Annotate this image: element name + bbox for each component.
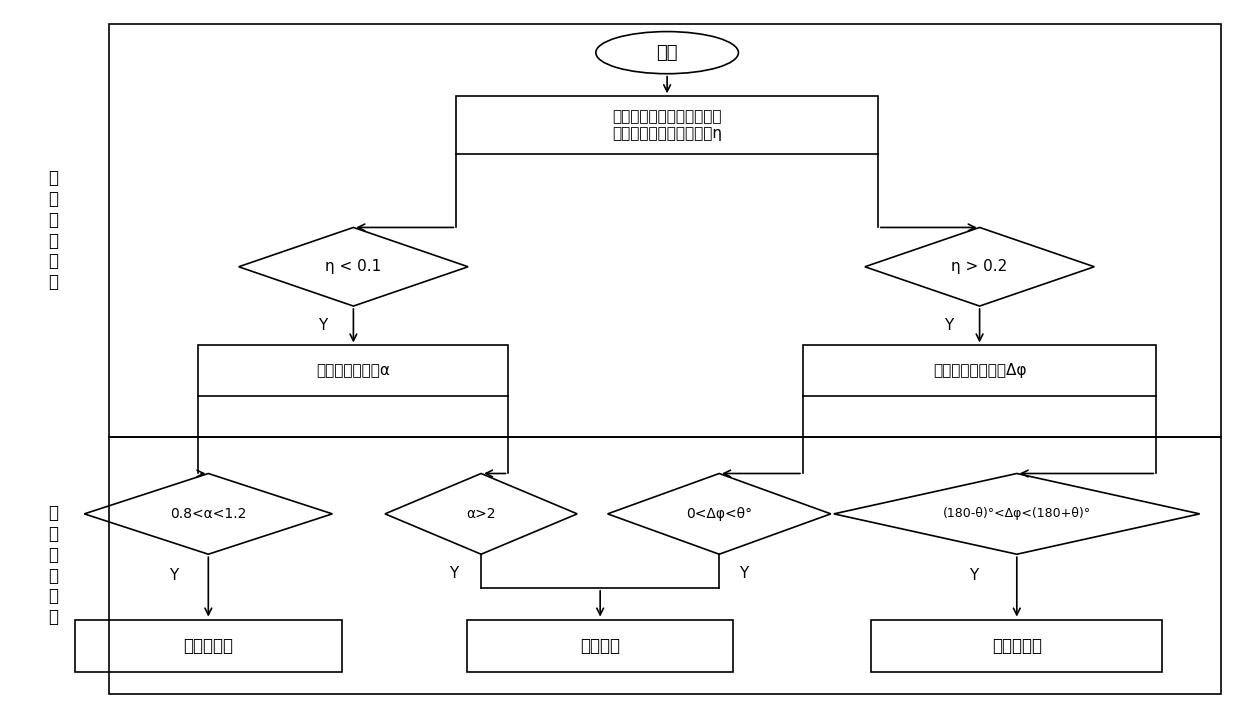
Text: 非对称故障，计算Δφ: 非对称故障，计算Δφ: [932, 363, 1027, 378]
Text: (180-θ)°<Δφ<(180+θ)°: (180-θ)°<Δφ<(180+θ)°: [942, 508, 1091, 520]
Text: Y: Y: [944, 318, 954, 333]
Text: 对称故障，计算α: 对称故障，计算α: [316, 363, 391, 378]
Text: η > 0.2: η > 0.2: [951, 259, 1008, 274]
Text: 非故障区段: 非故障区段: [184, 637, 233, 655]
Text: 非故障区段: 非故障区段: [992, 637, 1042, 655]
Text: 采集各线路区段两侧的电流
信息，计算正负序电流及η: 采集各线路区段两侧的电流 信息，计算正负序电流及η: [613, 109, 722, 141]
Text: 开始: 开始: [656, 44, 678, 62]
Text: η < 0.1: η < 0.1: [325, 259, 382, 274]
Text: 0.8<α<1.2: 0.8<α<1.2: [170, 507, 247, 521]
Text: 故
障
类
型
判
别: 故 障 类 型 判 别: [48, 169, 58, 291]
Text: Y: Y: [169, 568, 179, 583]
Text: Y: Y: [449, 567, 459, 581]
Text: Y: Y: [317, 318, 327, 333]
Text: 故
障
区
段
判
别: 故 障 区 段 判 别: [48, 504, 58, 626]
Text: 故障区段: 故障区段: [580, 637, 620, 655]
Text: 0<Δφ<θ°: 0<Δφ<θ°: [686, 507, 753, 521]
Text: Y: Y: [739, 567, 749, 581]
Text: Y: Y: [968, 568, 978, 583]
Text: α>2: α>2: [466, 507, 496, 521]
